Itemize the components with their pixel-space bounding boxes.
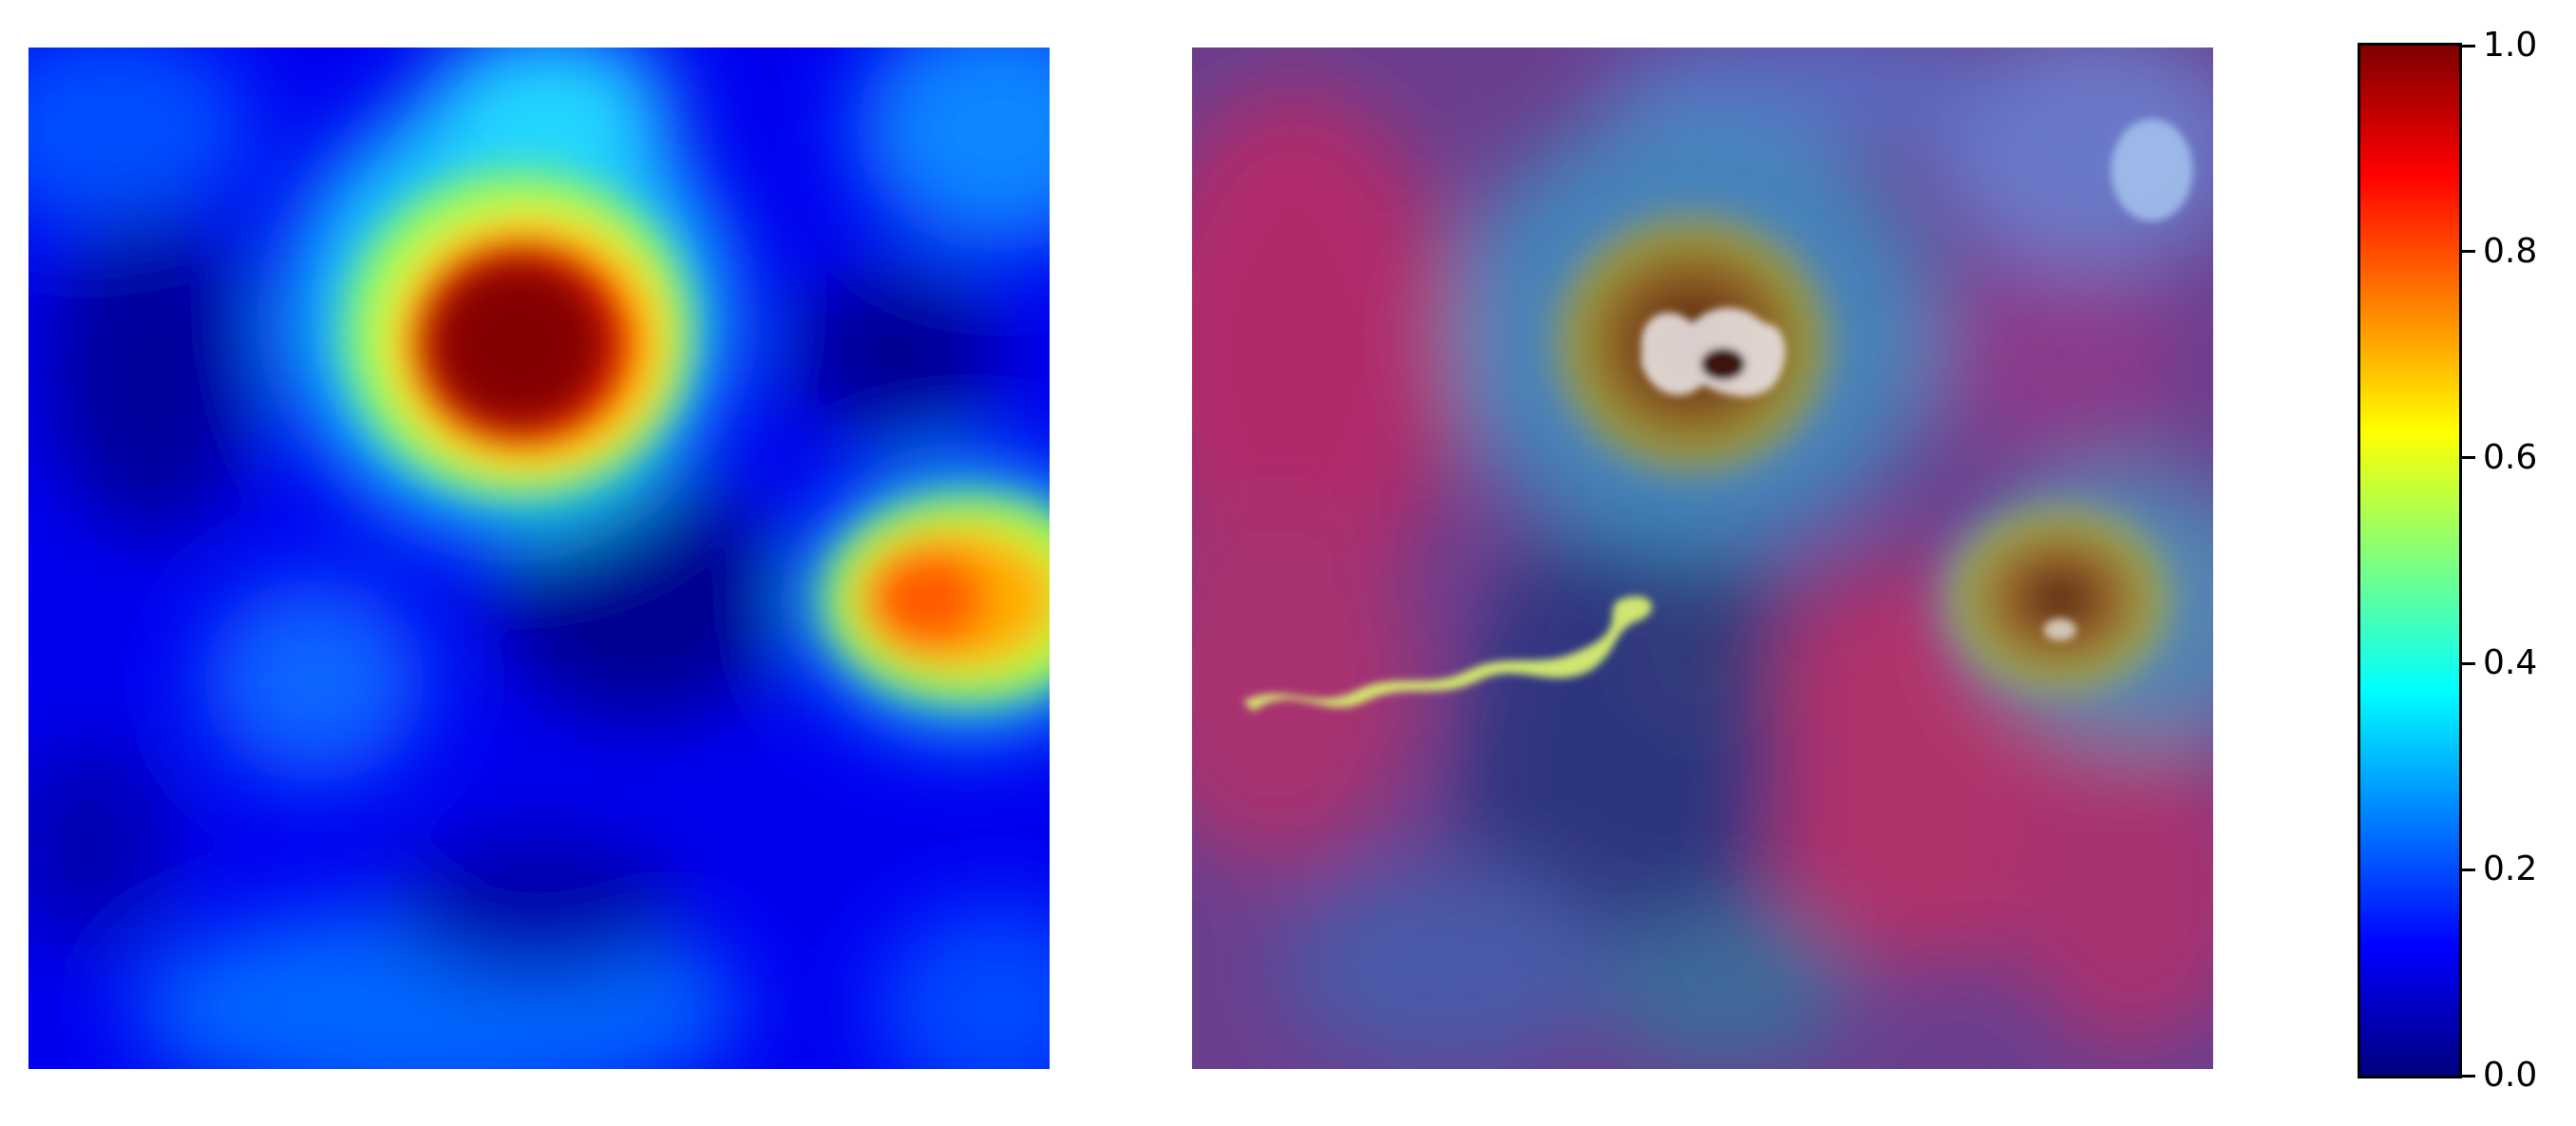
lava-flow [1242,596,1653,712]
colorbar-tick-label: 0.2 [2483,849,2538,889]
colorbar-tick [2462,44,2475,48]
colorbar-tick-label: 0.4 [2483,643,2538,683]
colorbar-tick [2462,456,2475,460]
colorbar-tick-label: 0.6 [2483,437,2538,477]
colorbar-tick [2462,250,2475,254]
colorbar-tick [2462,1074,2475,1078]
colorbar [2358,43,2462,1078]
satellite-overlay-image [1192,48,2213,1069]
colorbar-tick [2462,868,2475,871]
colorbar-tick-label: 0.0 [2483,1056,2538,1095]
colorbar-tick-label: 1.0 [2483,26,2538,65]
colorbar-tick-label: 0.8 [2483,231,2538,271]
activation-heatmap-canvas [28,48,1050,1069]
satellite-overlay-canvas [1192,48,2213,1069]
colorbar-axis: 0.0 0.2 0.4 0.6 0.8 1.0 [2462,29,2576,1093]
activation-heatmap [28,48,1050,1069]
colorbar-tick [2462,661,2475,665]
